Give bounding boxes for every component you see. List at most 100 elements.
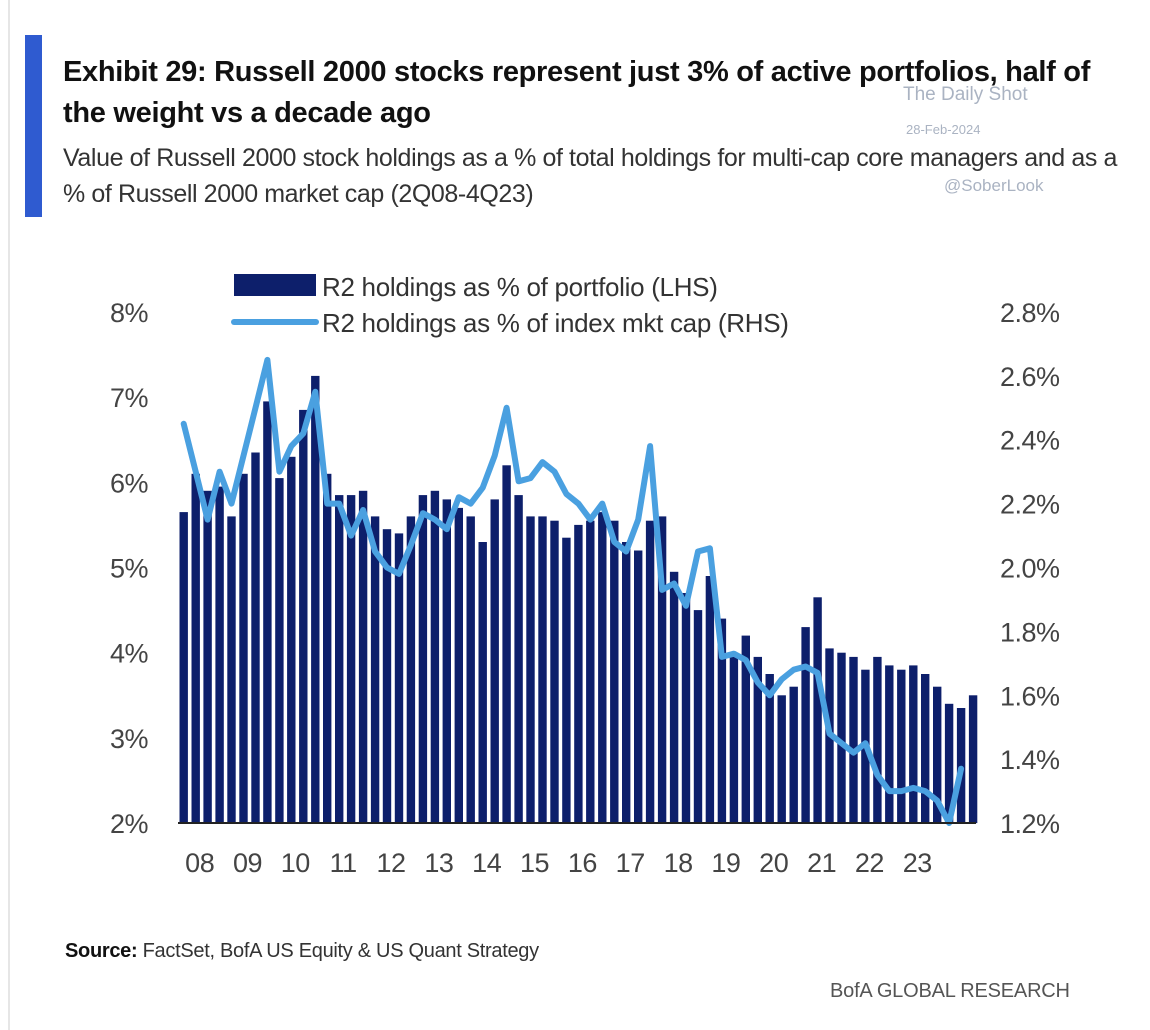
left-axis-ticks: 2% 3% 4% 5% 6% 7% 8% — [110, 298, 149, 839]
x-tick-label: 15 — [520, 848, 549, 878]
right-tick-label: 1.2% — [1000, 809, 1060, 839]
x-tick-label: 23 — [903, 848, 932, 878]
bar — [657, 516, 667, 823]
right-tick-label: 2.0% — [1000, 554, 1060, 584]
left-border — [8, 0, 10, 1030]
x-tick-label: 17 — [616, 848, 645, 878]
bar — [645, 520, 655, 823]
right-tick-label: 2.4% — [1000, 426, 1060, 456]
legend-bar-swatch — [234, 274, 316, 296]
x-tick-label: 13 — [424, 848, 453, 878]
source-label: Source: — [65, 940, 138, 962]
chart-subtitle: Value of Russell 2000 stock holdings as … — [63, 144, 1118, 208]
right-tick-label: 2.8% — [1000, 298, 1060, 328]
bar — [837, 652, 846, 823]
bar — [681, 593, 691, 823]
accent-bar — [25, 35, 42, 217]
bar — [538, 516, 547, 823]
bar — [394, 533, 404, 823]
bar — [885, 665, 894, 823]
bar — [622, 542, 631, 823]
bar — [514, 495, 523, 823]
source-text: FactSet, BofA US Equity & US Quant Strat… — [142, 940, 539, 962]
bar — [933, 686, 942, 823]
left-tick-label: 7% — [110, 383, 149, 413]
x-tick-label: 18 — [664, 848, 693, 878]
left-tick-label: 2% — [110, 809, 149, 839]
bar — [382, 529, 392, 823]
bar — [442, 499, 451, 823]
bar — [358, 490, 368, 823]
left-tick-label: 6% — [110, 468, 149, 498]
bar — [753, 656, 762, 823]
line-series — [180, 356, 965, 826]
x-tick-label: 11 — [330, 848, 357, 878]
bar — [346, 495, 356, 823]
bar — [502, 465, 511, 823]
brand-footer: BofA GLOBAL RESEARCH — [830, 980, 1070, 1002]
bar — [849, 656, 858, 823]
bar — [956, 708, 966, 823]
bar — [275, 478, 284, 823]
bar — [299, 409, 308, 823]
left-tick-label: 5% — [110, 554, 149, 584]
bar — [693, 610, 703, 823]
bar — [454, 507, 463, 823]
bar — [968, 695, 978, 824]
x-tick-label: 10 — [281, 848, 310, 878]
x-tick-label: 19 — [711, 848, 740, 878]
bar — [729, 652, 739, 823]
watermark-name: The Daily Shot — [903, 84, 1028, 105]
bar — [406, 516, 416, 823]
bar — [705, 576, 715, 823]
right-tick-label: 1.4% — [1000, 745, 1060, 775]
bar — [598, 512, 607, 823]
bar — [203, 490, 212, 823]
right-tick-label: 1.8% — [1000, 617, 1060, 647]
bar — [873, 656, 882, 823]
right-axis-ticks: 1.2% 1.4% 1.6% 1.8% 2.0% 2.2% 2.4% 2.6% 2.8% — [1000, 298, 1061, 839]
left-tick-label: 4% — [110, 639, 149, 669]
bar — [574, 524, 583, 823]
bar — [323, 473, 332, 823]
bar — [741, 635, 750, 823]
bar — [789, 686, 798, 823]
bar — [239, 473, 248, 823]
bar — [430, 490, 440, 823]
bar — [311, 375, 320, 823]
bar — [466, 516, 475, 823]
bar — [562, 537, 571, 823]
bar — [526, 516, 535, 823]
bar — [370, 516, 380, 823]
x-tick-label: 16 — [568, 848, 597, 878]
bar — [921, 674, 930, 823]
legend-label-line: R2 holdings as % of index mkt cap (RHS) — [322, 308, 789, 338]
bar — [610, 520, 619, 823]
legend: R2 holdings as % of portfolio (LHS) R2 h… — [231, 272, 789, 338]
bar — [586, 520, 595, 823]
x-tick-label: 12 — [376, 848, 405, 878]
bar — [944, 703, 954, 823]
bar — [418, 495, 428, 823]
chart-title: Exhibit 29: Russell 2000 stocks represen… — [63, 56, 1091, 129]
bar — [765, 674, 774, 823]
bar — [634, 550, 643, 823]
bar — [251, 452, 260, 823]
bar — [490, 499, 499, 823]
right-tick-label: 1.6% — [1000, 681, 1060, 711]
x-tick-label: 21 — [807, 848, 836, 878]
x-tick-label: 08 — [185, 848, 214, 878]
bar — [478, 542, 487, 823]
x-tick-label: 09 — [233, 848, 262, 878]
bar — [191, 473, 200, 823]
bar — [813, 597, 822, 823]
bar — [669, 571, 679, 823]
x-tick-label: 14 — [472, 848, 502, 878]
left-tick-label: 8% — [110, 298, 149, 328]
bar — [777, 695, 786, 824]
bar — [550, 520, 559, 823]
watermark-date: 28-Feb-2024 — [906, 122, 981, 137]
bar — [717, 618, 727, 823]
x-axis-ticks: 08 09 10 11 12 13 14 15 16 17 18 19 20 21 22 23 — [185, 848, 932, 878]
